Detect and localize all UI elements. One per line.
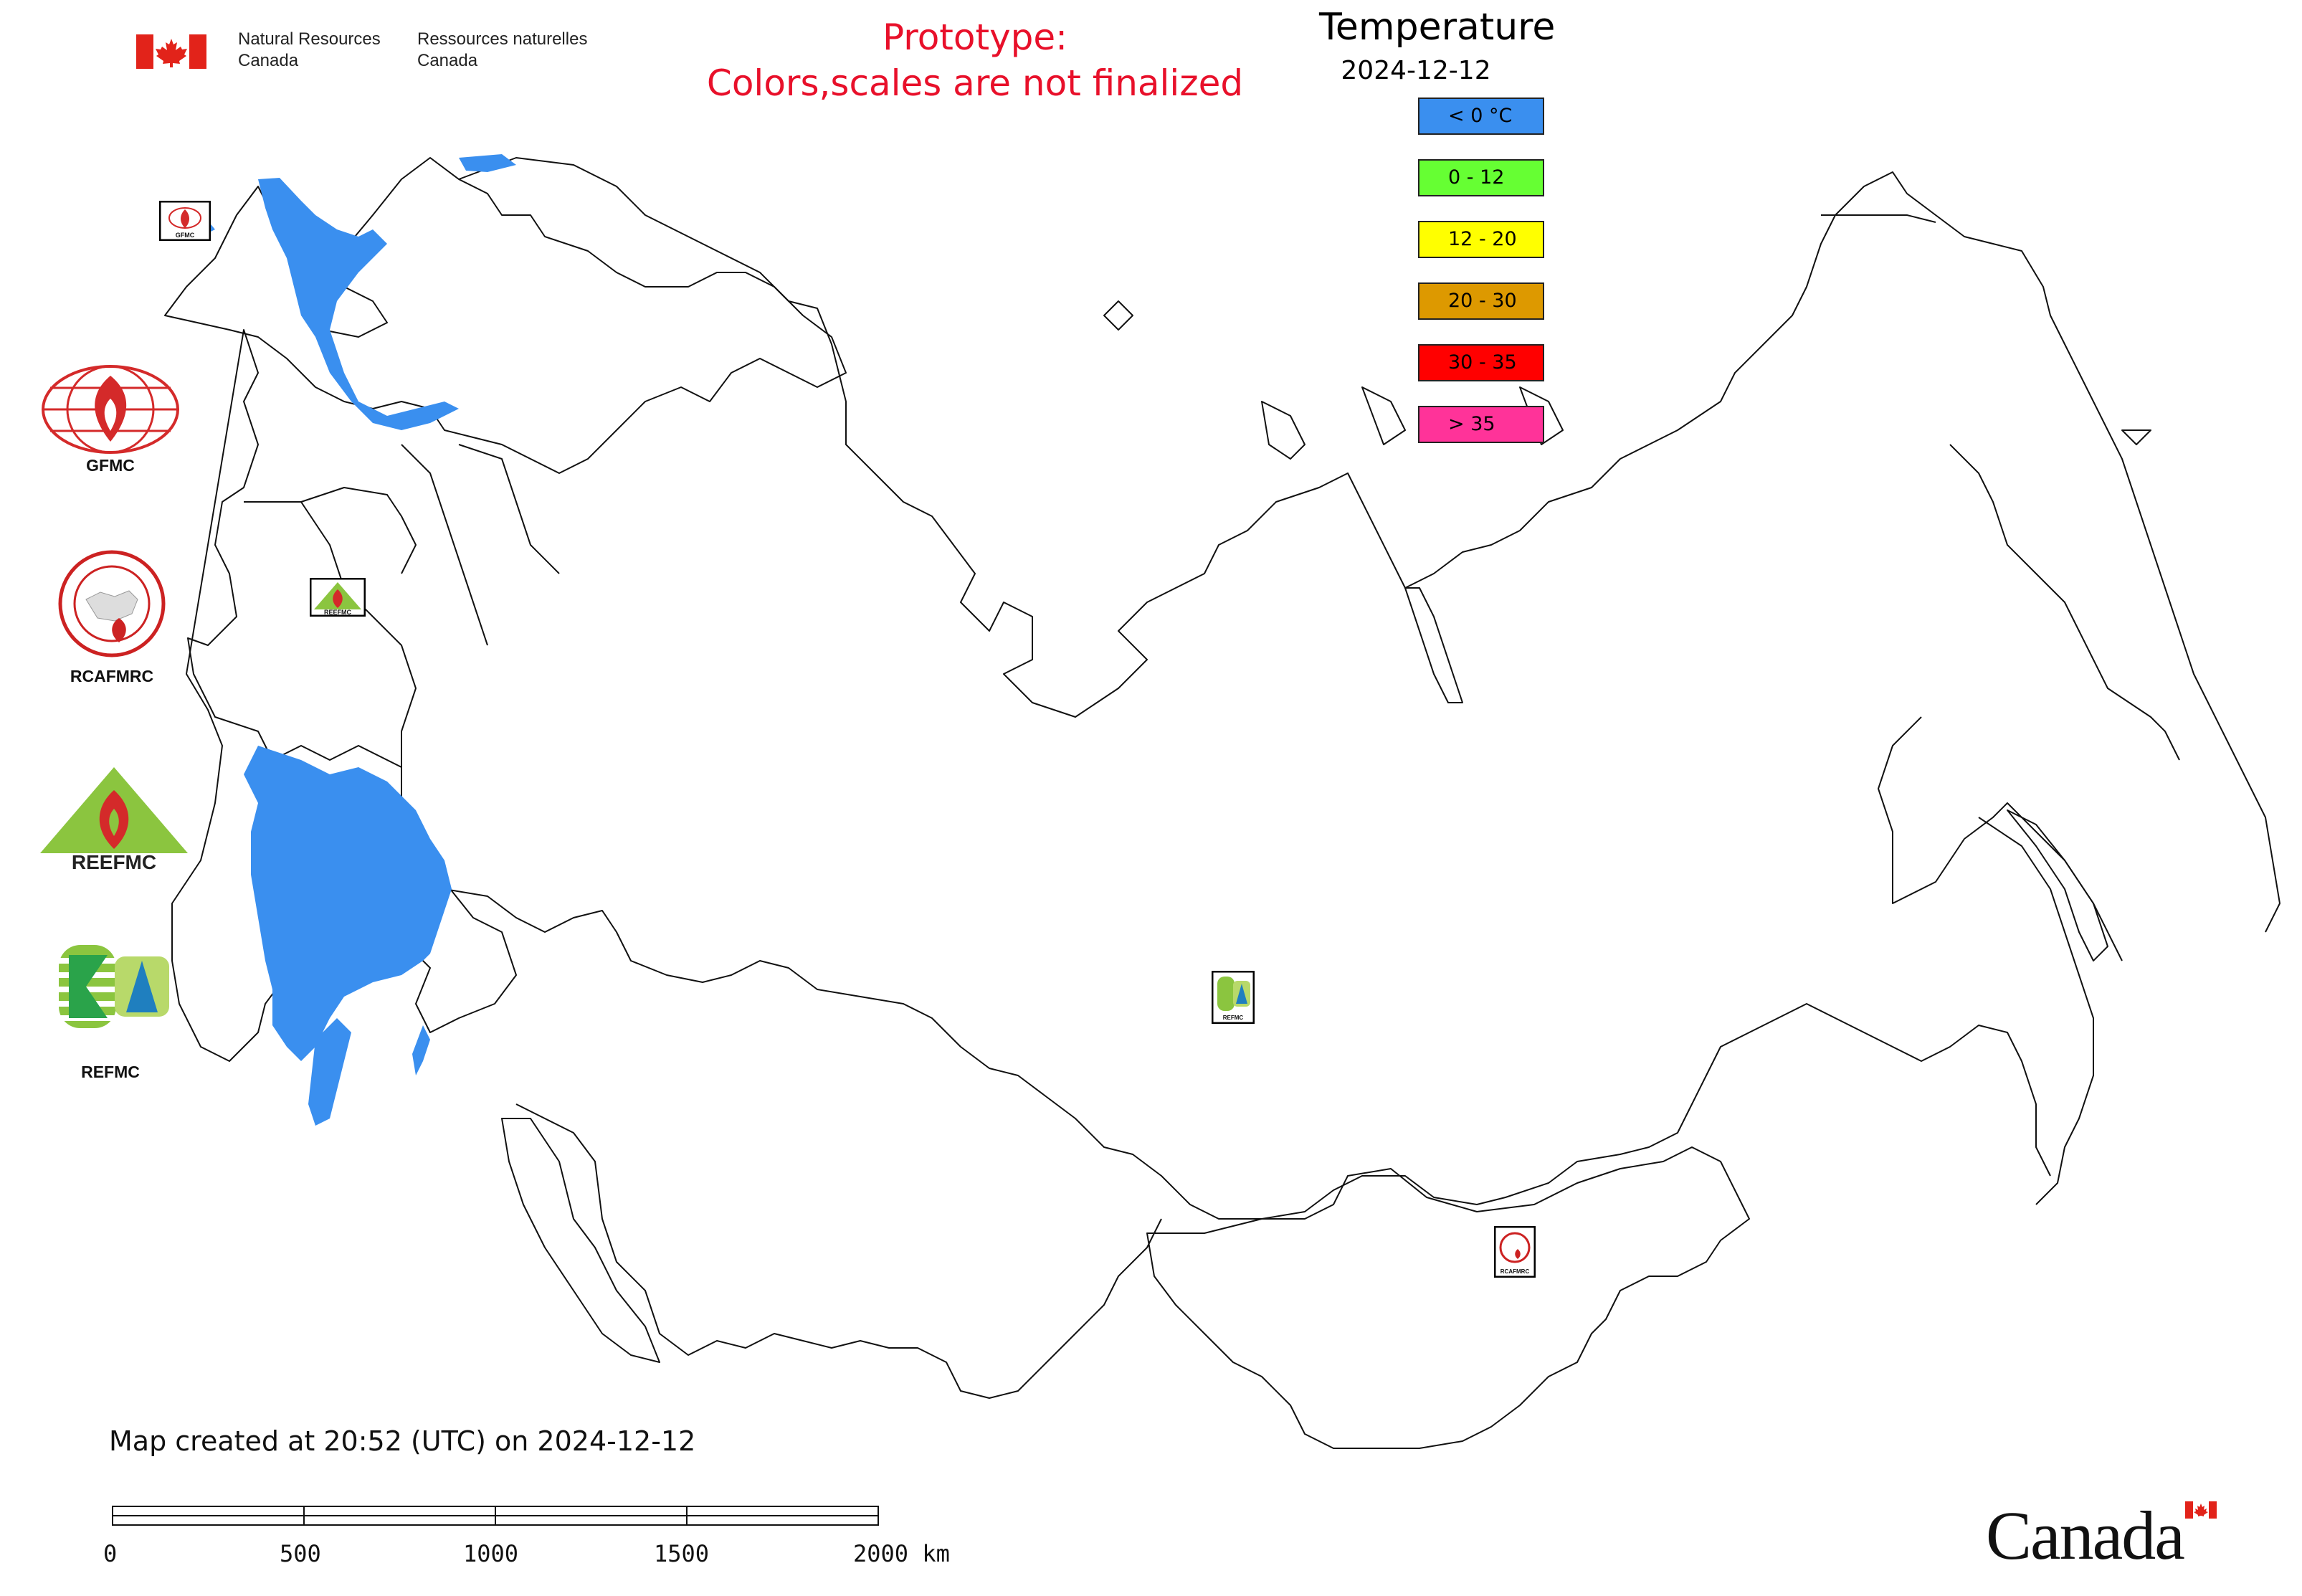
legend-item-0-12: 0 - 12 — [1418, 159, 1544, 196]
scale-label-1500: 1500 — [654, 1540, 710, 1567]
agency-name-fr: Ressources naturelles Canada — [417, 29, 587, 72]
legend-item-below-0: < 0 °C — [1418, 98, 1544, 135]
gfmc-logo-icon — [42, 365, 179, 454]
agency-en-line1: Natural Resources — [238, 29, 381, 49]
reefmc-map-marker: REEFMC — [310, 578, 366, 617]
western-europe-outline — [171, 329, 402, 1062]
rcafmrc-logo-icon — [58, 550, 166, 657]
europe-border-5 — [1821, 214, 1936, 223]
svg-text:RCAFMRC: RCAFMRC — [1500, 1268, 1530, 1275]
refmc-map-marker: REFMC — [1212, 971, 1255, 1024]
map-created-text: Map created at 20:52 (UTC) on 2024-12-12 — [109, 1425, 696, 1457]
kazakhstan-border — [515, 1103, 1162, 1399]
legend-item-above-35: > 35 — [1418, 406, 1544, 443]
canada-flag-icon — [136, 34, 206, 69]
scale-label-500: 500 — [280, 1540, 321, 1567]
refmc-logo-icon — [59, 945, 169, 1028]
cold-zone-scandinavia — [258, 178, 459, 430]
agency-fr-line1: Ressources naturelles — [417, 29, 588, 49]
sakhalin — [2007, 809, 2108, 961]
legend-item-12-20: 12 - 20 — [1418, 221, 1544, 258]
scale-label-1000: 1000 — [463, 1540, 519, 1567]
org-label-gfmc: GFMC — [86, 456, 135, 475]
gfmc-map-marker: GFMC — [159, 201, 211, 241]
island-2 — [1261, 401, 1305, 460]
cold-zone-kola — [459, 154, 516, 172]
island-3 — [1361, 386, 1406, 445]
canada-wordmark-flag-icon — [2185, 1501, 2217, 1519]
nrcan-logo: Natural Resources Canada Ressources natu… — [136, 29, 609, 73]
svg-text:GFMC: GFMC — [176, 232, 195, 239]
canada-wordmark-text: Canada — [1986, 1497, 2185, 1574]
island-1 — [1103, 300, 1133, 331]
agency-name-en: Natural Resources Canada — [238, 29, 381, 72]
scale-bar — [112, 1506, 879, 1526]
europe-border-1 — [244, 487, 417, 574]
org-label-rcafmrc: RCAFMRC — [70, 667, 154, 685]
svg-text:REEFMC: REEFMC — [324, 609, 352, 616]
europe-border-2 — [300, 501, 417, 767]
scale-label-0: 0 — [103, 1540, 118, 1567]
east-coast-outline — [1978, 817, 2094, 1205]
black-sea-outline — [401, 881, 517, 1033]
prototype-line-1: Prototype: — [882, 16, 1068, 58]
europe-border-3 — [401, 444, 488, 646]
reefmc-logo-icon: REEFMC — [40, 767, 188, 872]
caspian-outline — [501, 1118, 660, 1363]
mongolia-outline — [1146, 1146, 1750, 1449]
legend-title: Temperature — [1319, 6, 1556, 49]
southern-border — [444, 888, 2051, 1220]
europe-border-4 — [458, 444, 560, 574]
scale-label-2000: 2000 km — [853, 1540, 950, 1567]
cold-zone-balkans — [308, 1018, 351, 1126]
svg-text:REEFMC: REEFMC — [72, 851, 156, 872]
org-label-refmc: REFMC — [81, 1063, 140, 1081]
island-5 — [2121, 429, 2151, 445]
cold-zone-small-1 — [412, 1025, 430, 1075]
agency-en-line2: Canada — [238, 51, 299, 70]
prototype-notice: Prototype: Colors,scales are not finaliz… — [617, 14, 1333, 106]
svg-text:REFMC: REFMC — [1223, 1015, 1244, 1021]
prototype-line-2: Colors,scales are not finalized — [706, 62, 1244, 104]
cold-zone-small-2 — [251, 760, 272, 774]
lake-baikal — [1404, 587, 1463, 703]
canada-wordmark: Canada — [1986, 1496, 2222, 1574]
russia-north-coast — [458, 157, 2280, 933]
legend-item-30-35: 30 - 35 — [1418, 344, 1544, 381]
agency-fr-line2: Canada — [417, 51, 478, 70]
okhotsk-coast — [1878, 716, 2123, 961]
legend-item-20-30: 20 - 30 — [1418, 282, 1544, 320]
kamchatka-outline — [1949, 444, 2180, 761]
legend-date: 2024-12-12 — [1341, 56, 1491, 85]
rcafmrc-map-marker: RCAFMRC — [1494, 1226, 1536, 1278]
cold-zone-alps-carpathians — [244, 746, 452, 1061]
